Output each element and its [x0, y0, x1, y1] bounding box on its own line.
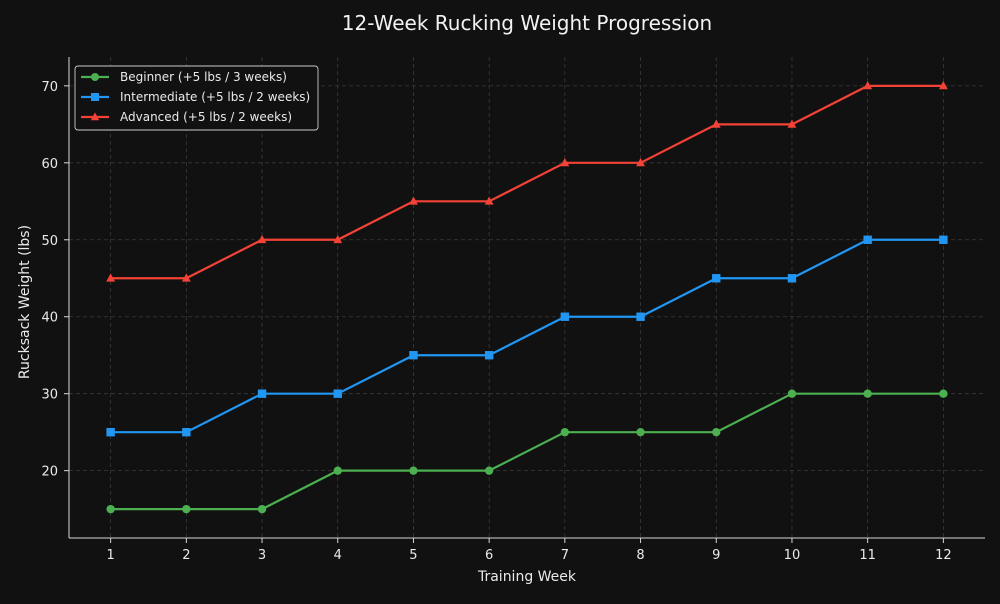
series-advanced	[106, 81, 948, 282]
y-tick-label: 60	[41, 157, 58, 172]
y-tick-label: 70	[41, 80, 58, 95]
data-point-intermediate	[484, 351, 494, 360]
data-point-advanced	[106, 273, 116, 282]
series-intermediate	[106, 235, 948, 437]
data-point-intermediate	[333, 389, 342, 398]
data-point-advanced	[938, 81, 948, 90]
chart-title: 12-Week Rucking Weight Progression	[342, 11, 712, 35]
data-point-beginner	[484, 466, 494, 475]
data-point-advanced	[484, 196, 494, 205]
legend-label: Beginner (+5 lbs / 3 weeks)	[120, 70, 287, 84]
x-tick-label: 5	[409, 548, 417, 563]
y-tick-label: 40	[41, 311, 58, 326]
x-tick-label: 10	[784, 548, 801, 563]
legend-marker	[90, 112, 100, 121]
x-tick-label: 11	[859, 548, 876, 563]
series-layer	[106, 81, 948, 514]
legend-marker	[91, 93, 99, 101]
axes-layer	[64, 57, 985, 543]
legend-item-advanced: Advanced (+5 lbs / 2 weeks)	[81, 110, 292, 124]
series-line-beginner	[110, 392, 944, 511]
x-tick-label: 12	[935, 548, 952, 563]
x-tick-label: 1	[106, 548, 114, 563]
data-point-advanced	[409, 196, 418, 205]
data-point-beginner	[712, 427, 721, 437]
data-point-advanced	[636, 157, 645, 167]
x-tick-label: 7	[561, 548, 569, 563]
data-point-advanced	[787, 119, 797, 128]
y-axis-label: Rucksack Weight (lbs)	[17, 225, 33, 379]
data-point-advanced	[181, 273, 191, 282]
data-point-advanced	[257, 234, 267, 244]
data-point-advanced	[560, 157, 570, 167]
data-point-intermediate	[257, 389, 267, 398]
data-point-intermediate	[560, 312, 570, 321]
legend: Beginner (+5 lbs / 3 weeks) Intermediate …	[74, 65, 319, 131]
legend-label: Intermediate (+5 lbs / 2 weeks)	[120, 90, 310, 104]
data-point-intermediate	[636, 312, 645, 321]
legend-frame	[74, 65, 319, 131]
series-line-intermediate	[110, 238, 944, 434]
series-line-advanced	[110, 84, 944, 280]
data-point-beginner	[257, 504, 267, 514]
data-point-intermediate	[409, 351, 418, 360]
x-axis-label: Training Week	[477, 569, 577, 585]
x-tick-label: 3	[258, 548, 266, 563]
data-point-intermediate	[712, 274, 721, 283]
data-point-beginner	[636, 427, 645, 437]
data-point-beginner	[333, 466, 342, 475]
data-point-advanced	[333, 234, 343, 244]
x-tick-label: 9	[712, 548, 720, 563]
x-tick-label: 2	[182, 548, 190, 563]
data-point-intermediate	[787, 274, 797, 283]
data-point-beginner	[409, 466, 418, 475]
y-tick-label: 50	[41, 234, 58, 249]
data-point-intermediate	[182, 427, 191, 437]
data-point-intermediate	[106, 427, 115, 437]
data-point-beginner	[863, 389, 872, 398]
legend-item-beginner: Beginner (+5 lbs / 3 weeks)	[81, 70, 287, 84]
y-tick-label: 20	[41, 465, 58, 480]
data-point-advanced	[711, 119, 721, 128]
x-tick-label: 4	[334, 548, 342, 563]
data-point-advanced	[863, 81, 873, 90]
legend-marker	[91, 73, 99, 81]
data-point-beginner	[182, 504, 191, 514]
x-tick-label: 8	[636, 548, 644, 563]
legend-item-intermediate: Intermediate (+5 lbs / 2 weeks)	[81, 90, 310, 104]
data-point-beginner	[560, 427, 570, 437]
series-beginner	[106, 389, 948, 514]
data-point-beginner	[106, 504, 115, 514]
data-point-intermediate	[863, 235, 872, 244]
y-tick-label: 30	[41, 388, 58, 403]
data-point-beginner	[939, 389, 948, 398]
data-point-beginner	[787, 389, 797, 398]
legend-label: Advanced (+5 lbs / 2 weeks)	[120, 110, 292, 124]
x-tick-label: 6	[485, 548, 493, 563]
data-point-intermediate	[939, 235, 948, 244]
